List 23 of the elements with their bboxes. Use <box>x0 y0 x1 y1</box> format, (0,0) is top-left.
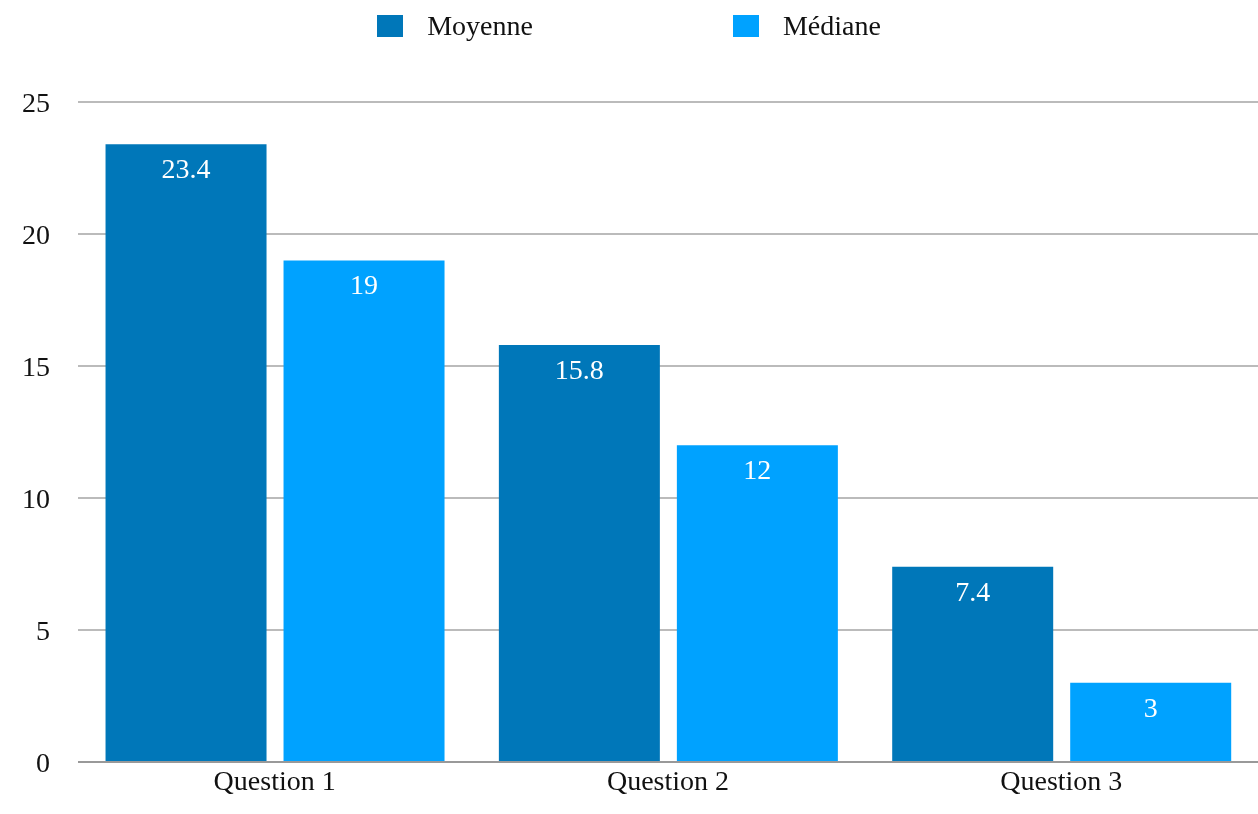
y-tick-label: 0 <box>36 746 50 778</box>
y-tick-label: 5 <box>36 614 50 646</box>
y-tick-label: 20 <box>22 218 50 250</box>
bar <box>283 260 445 762</box>
bar <box>676 445 838 762</box>
bar <box>892 566 1054 762</box>
data-label: 7.4 <box>955 575 991 607</box>
x-tick-label: Question 1 <box>213 764 336 796</box>
y-tick-label: 25 <box>22 86 50 118</box>
x-tick-label: Question 2 <box>606 764 730 796</box>
x-tick-label: Question 3 <box>1000 764 1123 796</box>
data-label: 3 <box>1143 691 1158 723</box>
bar <box>105 144 267 762</box>
legend-label: Moyenne <box>427 10 533 42</box>
data-label: 12 <box>743 454 772 486</box>
data-label: 19 <box>350 269 379 301</box>
y-tick-label: 10 <box>22 482 50 514</box>
bar <box>498 344 660 762</box>
data-label: 23.4 <box>161 153 211 185</box>
legend-label: Médiane <box>782 10 881 42</box>
y-tick-label: 15 <box>22 350 50 382</box>
data-label: 15.8 <box>554 353 604 385</box>
bar <box>1070 682 1232 762</box>
